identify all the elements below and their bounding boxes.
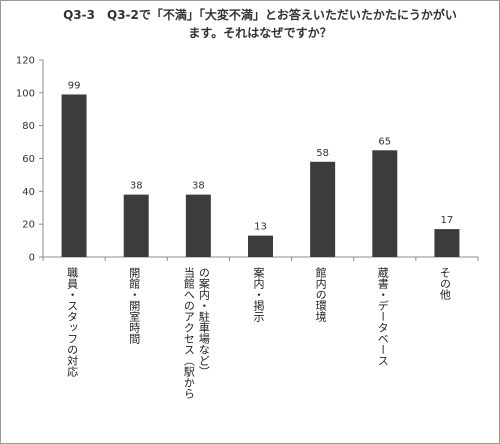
bar	[61, 94, 87, 257]
bar	[434, 229, 460, 257]
bar	[185, 194, 211, 257]
y-tick-label: 120	[16, 56, 35, 67]
bar	[248, 235, 273, 257]
data-label: 13	[254, 222, 267, 233]
category-label: 館内の環境	[314, 266, 327, 322]
category-label: 蔵書・データベース	[376, 267, 389, 366]
category-label: その他	[438, 267, 451, 300]
category-label: 開館・開室時間	[128, 267, 141, 345]
data-label: 99	[68, 80, 81, 91]
y-tick-label: 60	[22, 154, 35, 165]
bar	[372, 150, 398, 257]
data-label: 17	[441, 215, 454, 226]
data-label: 38	[130, 181, 143, 192]
bar	[310, 161, 336, 257]
category-label: 案内・掲示	[252, 266, 265, 322]
category-label: 職員・スタッフの対応	[66, 267, 79, 377]
bar	[123, 194, 149, 257]
data-label: 65	[378, 136, 391, 147]
y-tick-label: 80	[22, 121, 35, 132]
data-label: 38	[192, 181, 205, 192]
y-tick-label: 0	[29, 253, 35, 264]
y-tick-label: 40	[22, 187, 35, 198]
category-label: の案内・駐車場など）	[197, 267, 210, 377]
data-label: 58	[316, 148, 329, 159]
category-label: 当館へのアクセス（駅から	[182, 266, 195, 399]
chart-title: Q3-3 Q3-2で「不満」「大変不満」とお答えいただいたかたにうかがいます。そ…	[63, 8, 457, 40]
y-tick-label: 20	[22, 220, 35, 231]
y-tick-label: 100	[16, 88, 35, 99]
